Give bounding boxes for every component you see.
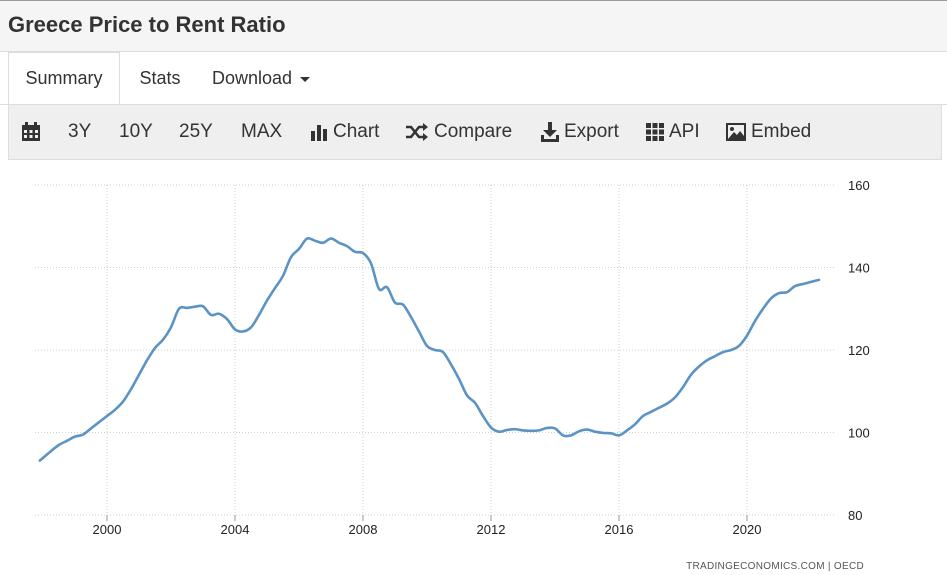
tab-summary-label: Summary: [25, 68, 103, 88]
download-icon: [541, 122, 559, 142]
tab-download-label: Download: [211, 68, 293, 88]
embed-label: Embed: [751, 121, 812, 142]
y-tick-label: 140: [848, 261, 870, 276]
caret-down-icon: [300, 77, 311, 82]
y-tick-label: 120: [848, 343, 870, 358]
page-title: Greece Price to Rent Ratio: [8, 12, 286, 37]
range-3y-label: 3Y: [68, 121, 92, 142]
api-label: API: [669, 121, 700, 142]
x-tick-label: 2008: [349, 522, 378, 537]
range-max-label: MAX: [241, 121, 283, 142]
range-25y-button[interactable]: 25Y: [179, 105, 213, 159]
compare-label: Compare: [434, 121, 513, 142]
tab-stats-label: Stats: [139, 68, 181, 88]
range-10y-button[interactable]: 10Y: [119, 105, 153, 159]
compare-button[interactable]: Compare: [405, 105, 512, 159]
chart-area: 80 100 120 140 160 2000 2004 2008 2012 2016 2020 T…: [0, 160, 947, 575]
embed-button[interactable]: Embed: [726, 105, 811, 159]
y-tick-label: 160: [848, 178, 870, 193]
tab-download[interactable]: Download: [200, 52, 322, 105]
x-tick-label: 2000: [93, 522, 122, 537]
calendar-icon: [22, 122, 40, 141]
range-25y-label: 25Y: [179, 121, 213, 142]
range-3y-button[interactable]: 3Y: [68, 105, 91, 159]
range-max-button[interactable]: MAX: [241, 105, 282, 159]
y-tick-label: 100: [848, 426, 870, 441]
tab-bar: Summary Stats Download: [0, 52, 947, 105]
chart-toolbar: 3Y 10Y 25Y MAX Chart Compare: [8, 104, 942, 160]
calendar-button[interactable]: [21, 105, 46, 159]
chart-type-button[interactable]: Chart: [310, 105, 379, 159]
export-button[interactable]: Export: [541, 105, 619, 159]
line-chart: 80 100 120 140 160 2000 2004 2008 2012 2016 2020 T…: [35, 178, 870, 572]
chart-type-label: Chart: [333, 121, 380, 142]
x-tick-label: 2020: [733, 522, 762, 537]
grid-icon: [646, 123, 664, 141]
shuffle-icon: [406, 123, 428, 141]
source-credit: TRADINGECONOMICS.COM | OECD: [686, 561, 864, 572]
image-icon: [726, 123, 746, 141]
x-tick-label: 2016: [605, 522, 634, 537]
series-line: [38, 236, 821, 462]
x-tick-label: 2012: [477, 522, 506, 537]
tab-summary[interactable]: Summary: [8, 52, 120, 105]
y-tick-label: 80: [848, 508, 862, 523]
tab-stats[interactable]: Stats: [124, 52, 196, 105]
title-bar: Greece Price to Rent Ratio: [0, 0, 947, 52]
api-button[interactable]: API: [646, 105, 700, 159]
x-tick-label: 2004: [221, 522, 250, 537]
range-10y-label: 10Y: [119, 121, 153, 142]
bar-chart-icon: [311, 125, 327, 141]
export-label: Export: [564, 121, 619, 142]
